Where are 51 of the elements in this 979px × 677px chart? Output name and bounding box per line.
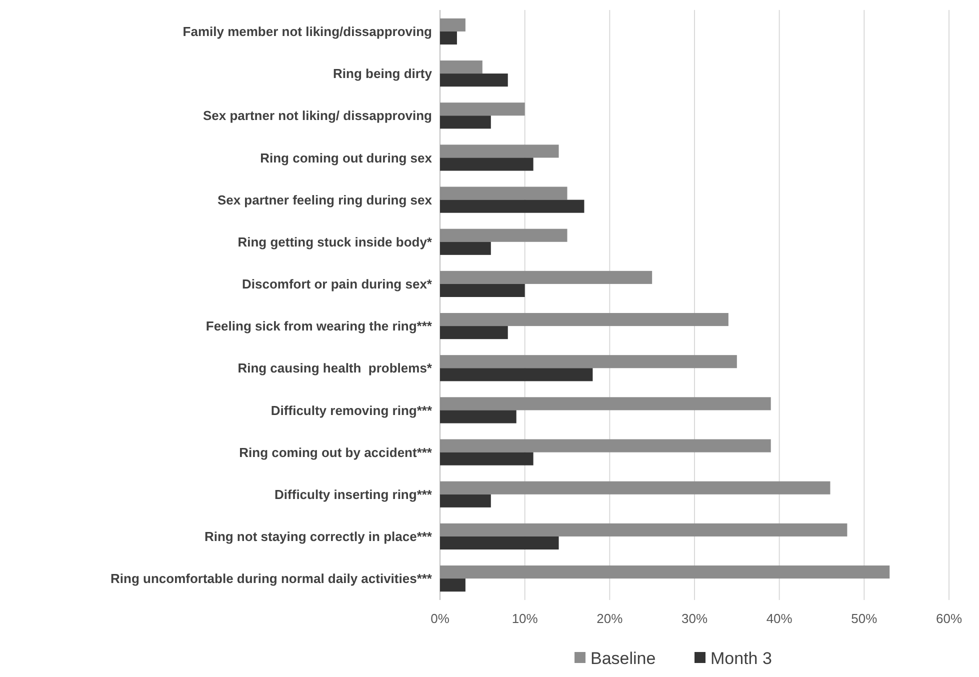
- y-tick-label: Difficulty removing ring***: [270, 402, 433, 418]
- y-tick-label: Ring causing health problems*: [238, 360, 433, 376]
- bar: [440, 578, 466, 592]
- bar: [440, 116, 491, 129]
- x-tick-label: 10%: [512, 611, 538, 626]
- bar: [440, 31, 457, 45]
- bar: [440, 18, 466, 32]
- y-tick-label: Ring being dirty: [333, 66, 433, 82]
- x-tick-label: 60%: [936, 611, 962, 626]
- bar: [440, 397, 771, 410]
- y-tick-label: Sex partner feeling ring during sex: [217, 192, 433, 208]
- bar: [440, 102, 525, 116]
- bar: [440, 368, 593, 382]
- bar: [440, 158, 534, 171]
- legend-label: Month 3: [710, 648, 772, 668]
- y-tick-label: Ring not staying correctly in place***: [204, 529, 433, 544]
- bar: [440, 144, 559, 158]
- y-tick-label: Ring coming out during sex: [260, 150, 433, 166]
- y-tick-label: Discomfort or pain during sex*: [242, 276, 433, 292]
- bar: [440, 481, 830, 494]
- x-tick-label: 20%: [596, 611, 624, 626]
- x-tick-label: 0%: [430, 611, 450, 626]
- x-tick-label: 30%: [681, 611, 708, 626]
- y-tick-label: Sex partner not liking/ dissapproving: [203, 108, 432, 124]
- bar: [440, 326, 508, 340]
- bar: [440, 452, 534, 466]
- bar: [440, 565, 890, 579]
- y-tick-label: Difficulty inserting ring***: [274, 486, 433, 502]
- bar: [440, 228, 568, 242]
- bar: [440, 242, 491, 255]
- bar: [440, 284, 525, 298]
- legend-label: Baseline: [590, 648, 656, 668]
- bar: [440, 186, 568, 200]
- y-tick-label: Feeling sick from wearing the ring***: [206, 318, 433, 334]
- bar: [440, 270, 652, 284]
- bar: [440, 355, 737, 368]
- bar: [440, 439, 771, 452]
- x-tick-label: 40%: [766, 611, 793, 626]
- bar: [440, 200, 584, 213]
- y-tick-label: Family member not liking/dissapproving: [182, 24, 432, 40]
- bar: [440, 60, 482, 74]
- y-tick-label: Ring getting stuck inside body*: [238, 234, 433, 250]
- y-tick-label: Ring coming out by accident***: [239, 444, 433, 460]
- bar: [440, 523, 848, 536]
- bar: [440, 494, 491, 508]
- bar: [440, 74, 508, 87]
- bar: [440, 410, 516, 424]
- y-tick-label: Ring uncomfortable during normal daily activities***: [110, 571, 433, 586]
- x-tick-label: 50%: [851, 611, 878, 626]
- bar: [440, 536, 559, 550]
- bar: [440, 312, 728, 326]
